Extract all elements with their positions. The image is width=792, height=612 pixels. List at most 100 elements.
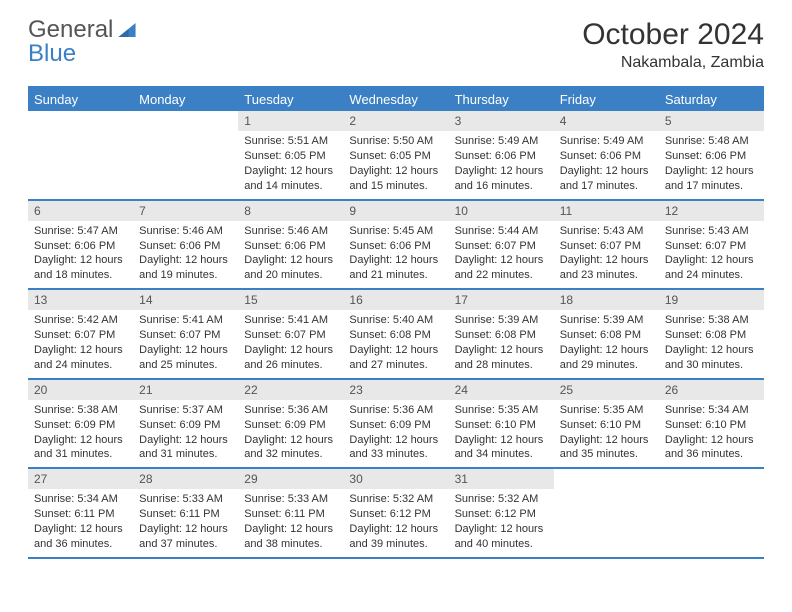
daylight-line2: and 31 minutes.	[34, 447, 127, 462]
sunset-text: Sunset: 6:09 PM	[139, 418, 232, 433]
day-body: Sunrise: 5:39 AMSunset: 6:08 PMDaylight:…	[449, 310, 554, 377]
daylight-line2: and 28 minutes.	[455, 358, 548, 373]
weekday-header: Wednesday	[343, 88, 448, 111]
sunset-text: Sunset: 6:11 PM	[139, 507, 232, 522]
daylight-line2: and 36 minutes.	[34, 537, 127, 552]
day-number: 24	[449, 380, 554, 400]
day-body: Sunrise: 5:32 AMSunset: 6:12 PMDaylight:…	[343, 489, 448, 556]
daylight-line1: Daylight: 12 hours	[244, 522, 337, 537]
sunrise-text: Sunrise: 5:46 AM	[244, 224, 337, 239]
daylight-line2: and 33 minutes.	[349, 447, 442, 462]
day-cell: 22Sunrise: 5:36 AMSunset: 6:09 PMDayligh…	[238, 380, 343, 468]
daylight-line2: and 29 minutes.	[560, 358, 653, 373]
daylight-line2: and 20 minutes.	[244, 268, 337, 283]
daylight-line2: and 18 minutes.	[34, 268, 127, 283]
day-cell: 1Sunrise: 5:51 AMSunset: 6:05 PMDaylight…	[238, 111, 343, 199]
day-body: Sunrise: 5:35 AMSunset: 6:10 PMDaylight:…	[554, 400, 659, 467]
sunrise-text: Sunrise: 5:33 AM	[244, 492, 337, 507]
sunrise-text: Sunrise: 5:46 AM	[139, 224, 232, 239]
day-number: 9	[343, 201, 448, 221]
daylight-line1: Daylight: 12 hours	[349, 253, 442, 268]
daylight-line1: Daylight: 12 hours	[560, 253, 653, 268]
daylight-line2: and 22 minutes.	[455, 268, 548, 283]
daylight-line1: Daylight: 12 hours	[244, 433, 337, 448]
sunrise-text: Sunrise: 5:41 AM	[139, 313, 232, 328]
day-body: Sunrise: 5:44 AMSunset: 6:07 PMDaylight:…	[449, 221, 554, 288]
sunset-text: Sunset: 6:12 PM	[455, 507, 548, 522]
brand-part1: General	[28, 16, 113, 43]
day-body: Sunrise: 5:33 AMSunset: 6:11 PMDaylight:…	[238, 489, 343, 556]
daylight-line1: Daylight: 12 hours	[665, 253, 758, 268]
daylight-line1: Daylight: 12 hours	[349, 522, 442, 537]
sunrise-text: Sunrise: 5:38 AM	[34, 403, 127, 418]
sunrise-text: Sunrise: 5:45 AM	[349, 224, 442, 239]
sunset-text: Sunset: 6:06 PM	[244, 239, 337, 254]
day-body: Sunrise: 5:49 AMSunset: 6:06 PMDaylight:…	[554, 131, 659, 198]
day-cell: 25Sunrise: 5:35 AMSunset: 6:10 PMDayligh…	[554, 380, 659, 468]
day-body: Sunrise: 5:49 AMSunset: 6:06 PMDaylight:…	[449, 131, 554, 198]
day-body: Sunrise: 5:36 AMSunset: 6:09 PMDaylight:…	[343, 400, 448, 467]
sunrise-text: Sunrise: 5:34 AM	[665, 403, 758, 418]
day-body: Sunrise: 5:35 AMSunset: 6:10 PMDaylight:…	[449, 400, 554, 467]
empty-cell	[554, 469, 659, 557]
title-block: October 2024 Nakambala, Zambia	[582, 18, 764, 72]
sunset-text: Sunset: 6:11 PM	[34, 507, 127, 522]
day-cell: 11Sunrise: 5:43 AMSunset: 6:07 PMDayligh…	[554, 201, 659, 289]
daylight-line1: Daylight: 12 hours	[349, 343, 442, 358]
sunset-text: Sunset: 6:09 PM	[244, 418, 337, 433]
sunset-text: Sunset: 6:06 PM	[455, 149, 548, 164]
logo-triangle-icon	[117, 18, 137, 42]
day-cell: 3Sunrise: 5:49 AMSunset: 6:06 PMDaylight…	[449, 111, 554, 199]
daylight-line1: Daylight: 12 hours	[34, 253, 127, 268]
weekday-header-row: Sunday Monday Tuesday Wednesday Thursday…	[28, 88, 764, 111]
daylight-line1: Daylight: 12 hours	[139, 343, 232, 358]
day-cell: 21Sunrise: 5:37 AMSunset: 6:09 PMDayligh…	[133, 380, 238, 468]
day-number: 6	[28, 201, 133, 221]
day-number: 25	[554, 380, 659, 400]
daylight-line2: and 30 minutes.	[665, 358, 758, 373]
sunrise-text: Sunrise: 5:49 AM	[455, 134, 548, 149]
day-cell: 20Sunrise: 5:38 AMSunset: 6:09 PMDayligh…	[28, 380, 133, 468]
sunrise-text: Sunrise: 5:44 AM	[455, 224, 548, 239]
daylight-line2: and 14 minutes.	[244, 179, 337, 194]
sunrise-text: Sunrise: 5:42 AM	[34, 313, 127, 328]
day-number: 13	[28, 290, 133, 310]
day-body: Sunrise: 5:43 AMSunset: 6:07 PMDaylight:…	[554, 221, 659, 288]
daylight-line2: and 16 minutes.	[455, 179, 548, 194]
brand-logo: GeneralBlue	[28, 18, 139, 66]
day-cell: 5Sunrise: 5:48 AMSunset: 6:06 PMDaylight…	[659, 111, 764, 199]
daylight-line1: Daylight: 12 hours	[665, 343, 758, 358]
day-body: Sunrise: 5:41 AMSunset: 6:07 PMDaylight:…	[238, 310, 343, 377]
daylight-line1: Daylight: 12 hours	[349, 433, 442, 448]
sunset-text: Sunset: 6:06 PM	[665, 149, 758, 164]
day-number: 27	[28, 469, 133, 489]
weekday-header: Tuesday	[238, 88, 343, 111]
day-number: 23	[343, 380, 448, 400]
daylight-line2: and 32 minutes.	[244, 447, 337, 462]
sunrise-text: Sunrise: 5:37 AM	[139, 403, 232, 418]
weekday-header: Sunday	[28, 88, 133, 111]
sunrise-text: Sunrise: 5:36 AM	[244, 403, 337, 418]
sunrise-text: Sunrise: 5:35 AM	[455, 403, 548, 418]
daylight-line1: Daylight: 12 hours	[244, 343, 337, 358]
daylight-line2: and 39 minutes.	[349, 537, 442, 552]
sunset-text: Sunset: 6:07 PM	[665, 239, 758, 254]
daylight-line2: and 24 minutes.	[665, 268, 758, 283]
day-cell: 16Sunrise: 5:40 AMSunset: 6:08 PMDayligh…	[343, 290, 448, 378]
sunrise-text: Sunrise: 5:51 AM	[244, 134, 337, 149]
sunrise-text: Sunrise: 5:36 AM	[349, 403, 442, 418]
daylight-line1: Daylight: 12 hours	[34, 343, 127, 358]
day-cell: 12Sunrise: 5:43 AMSunset: 6:07 PMDayligh…	[659, 201, 764, 289]
day-body: Sunrise: 5:51 AMSunset: 6:05 PMDaylight:…	[238, 131, 343, 198]
day-cell: 27Sunrise: 5:34 AMSunset: 6:11 PMDayligh…	[28, 469, 133, 557]
daylight-line1: Daylight: 12 hours	[139, 253, 232, 268]
daylight-line1: Daylight: 12 hours	[349, 164, 442, 179]
sunrise-text: Sunrise: 5:34 AM	[34, 492, 127, 507]
sunset-text: Sunset: 6:10 PM	[455, 418, 548, 433]
day-body: Sunrise: 5:32 AMSunset: 6:12 PMDaylight:…	[449, 489, 554, 556]
day-cell: 29Sunrise: 5:33 AMSunset: 6:11 PMDayligh…	[238, 469, 343, 557]
day-cell: 24Sunrise: 5:35 AMSunset: 6:10 PMDayligh…	[449, 380, 554, 468]
sunrise-text: Sunrise: 5:49 AM	[560, 134, 653, 149]
sunset-text: Sunset: 6:10 PM	[665, 418, 758, 433]
day-body: Sunrise: 5:46 AMSunset: 6:06 PMDaylight:…	[133, 221, 238, 288]
